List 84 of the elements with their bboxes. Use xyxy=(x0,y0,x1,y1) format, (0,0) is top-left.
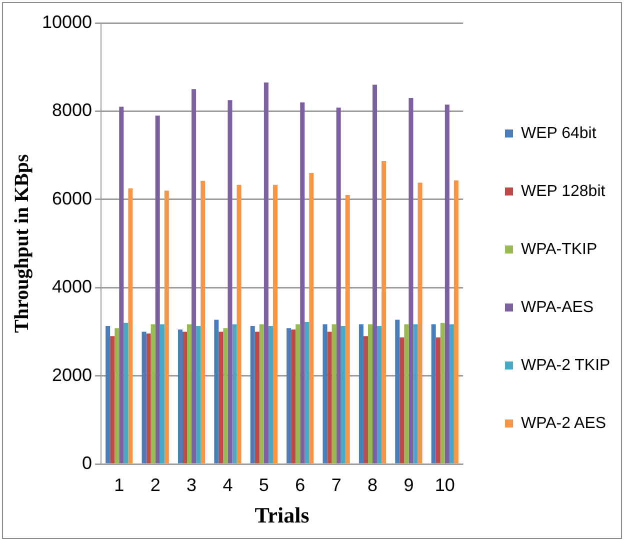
bar xyxy=(291,329,296,464)
bar xyxy=(182,332,188,464)
bar xyxy=(192,89,196,464)
x-tick-label: 3 xyxy=(186,474,197,495)
bar xyxy=(377,326,382,464)
bar xyxy=(449,324,454,464)
y-tick-label: 0 xyxy=(82,452,92,473)
bar xyxy=(218,332,224,464)
bar xyxy=(395,320,400,464)
x-tick-label: 8 xyxy=(368,474,378,495)
bar xyxy=(259,324,264,464)
y-tick-label: 8000 xyxy=(52,100,92,120)
bar xyxy=(332,324,336,464)
bar xyxy=(404,324,409,464)
bar xyxy=(110,336,115,464)
bar xyxy=(236,184,242,464)
legend-label: WPA-2 AES xyxy=(521,414,606,432)
x-tick-label: 4 xyxy=(222,474,233,495)
bar xyxy=(436,337,440,464)
bar xyxy=(454,180,458,464)
bar xyxy=(114,328,120,464)
bar xyxy=(444,104,450,464)
bar xyxy=(214,320,219,464)
bar xyxy=(119,106,124,464)
bar xyxy=(408,98,414,464)
legend-label: WPA-TKIP xyxy=(521,240,598,258)
bar xyxy=(272,184,278,464)
x-tick-label: 7 xyxy=(331,474,342,495)
bar xyxy=(250,326,255,464)
bar xyxy=(150,324,156,464)
y-axis-title: Throughput in KBps xyxy=(11,154,34,333)
legend-label: WEP 64bit xyxy=(521,124,597,142)
bar xyxy=(327,332,332,464)
bar xyxy=(413,324,418,464)
y-tick-label: 10000 xyxy=(42,12,92,32)
x-tick-label: 6 xyxy=(295,474,306,495)
y-tick-label: 2000 xyxy=(52,364,92,385)
bar xyxy=(363,336,368,464)
bar xyxy=(128,188,133,464)
bar xyxy=(286,328,292,464)
bar xyxy=(340,326,346,464)
x-axis-title: Trials xyxy=(254,502,310,528)
bar xyxy=(322,324,328,464)
bar xyxy=(400,337,404,464)
legend-label: WEP 128bit xyxy=(521,182,606,200)
x-tick-label: 10 xyxy=(434,474,455,495)
bar xyxy=(309,172,314,464)
legend-label: WPA-AES xyxy=(521,298,594,316)
bar xyxy=(146,333,151,464)
bar xyxy=(358,324,364,464)
bar xyxy=(296,324,300,464)
bar xyxy=(155,116,160,464)
x-tick-label: 1 xyxy=(114,474,124,495)
bar xyxy=(368,324,373,464)
bar xyxy=(418,182,422,464)
x-tick-label: 5 xyxy=(258,474,269,495)
bar xyxy=(223,328,228,464)
bar xyxy=(382,161,386,464)
bar xyxy=(228,100,232,464)
bar xyxy=(142,332,146,464)
x-tick-label: 2 xyxy=(150,474,160,495)
bar xyxy=(124,322,128,464)
bar xyxy=(264,82,268,464)
x-tick-label: 9 xyxy=(404,474,414,495)
bar xyxy=(372,84,378,464)
bar xyxy=(336,108,341,464)
bar xyxy=(300,102,305,464)
bar xyxy=(254,332,260,464)
legend-label: WPA-2 TKIP xyxy=(521,356,610,374)
bar xyxy=(178,329,182,464)
bar xyxy=(345,194,350,464)
bar xyxy=(106,326,110,464)
y-tick-label: 6000 xyxy=(52,188,92,208)
bar xyxy=(268,326,273,464)
y-tick-label: 4000 xyxy=(52,276,92,297)
bar xyxy=(200,180,206,464)
bar xyxy=(440,322,445,464)
bar xyxy=(187,324,192,464)
bar xyxy=(304,322,310,464)
bar xyxy=(232,324,237,464)
bar xyxy=(160,324,164,464)
bar xyxy=(431,324,436,464)
bar xyxy=(164,190,169,464)
bar xyxy=(196,326,201,464)
